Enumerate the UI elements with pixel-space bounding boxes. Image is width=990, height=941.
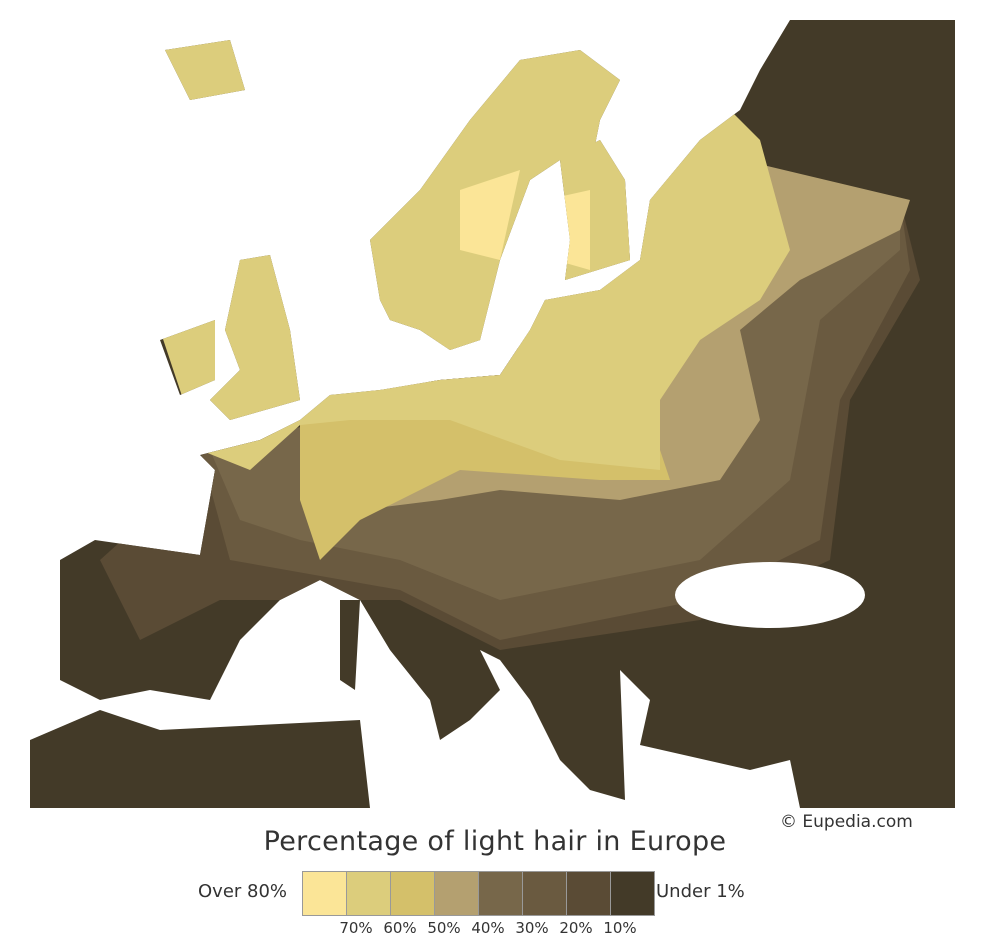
credit: © Eupedia.com — [780, 812, 913, 832]
legend-swatch — [347, 872, 391, 915]
legend-tick: 60% — [383, 919, 417, 937]
map-title: Percentage of light hair in Europe — [263, 826, 727, 857]
legend-swatch — [479, 872, 523, 915]
legend-tick: 70% — [339, 919, 373, 937]
legend-swatch — [523, 872, 567, 915]
legend-tick: 50% — [427, 919, 461, 937]
legend-swatch — [391, 872, 435, 915]
black-sea — [675, 562, 865, 628]
legend-swatch — [303, 872, 347, 915]
legend-tick: 40% — [471, 919, 505, 937]
legend-tick: 10% — [603, 919, 637, 937]
legend-swatch — [435, 872, 479, 915]
legend-tick: 20% — [559, 919, 593, 937]
legend-tick: 30% — [515, 919, 549, 937]
legend-low-end-label: Over 80% — [198, 881, 288, 902]
legend-ticks: 70% 60% 50% 40% 30% 20% 10% — [334, 919, 642, 937]
legend-swatch — [567, 872, 611, 915]
legend-color-scale — [302, 871, 655, 916]
legend-high-end-label: Under 1% — [656, 881, 745, 902]
legend-swatch — [611, 872, 654, 915]
